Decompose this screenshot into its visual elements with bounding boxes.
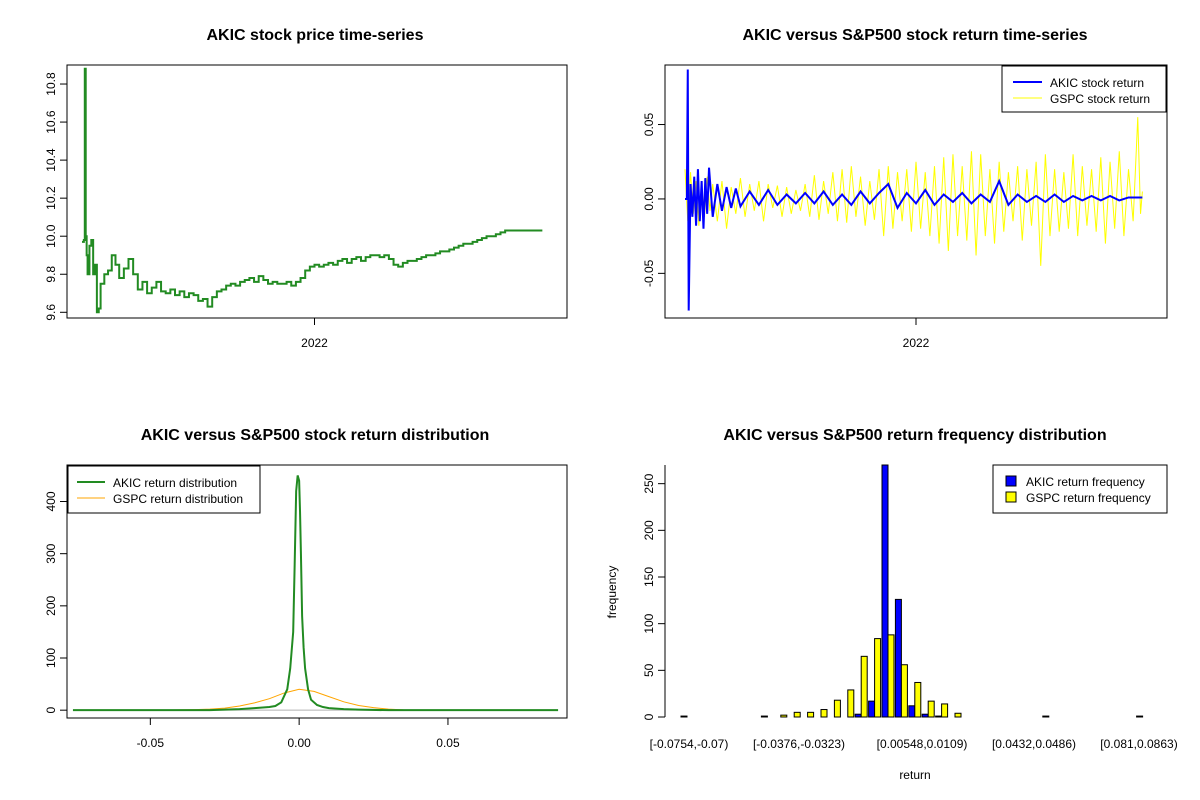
panel4-gspc-bar [914, 681, 922, 718]
panel4-akic-bar [1042, 715, 1050, 718]
panel1-y-axis: 9.6 9.8 10.0 10.2 10.4 10.6 10.8 [44, 72, 68, 321]
panel2-y-tick-label: 0.00 [642, 187, 656, 211]
panel3-y-tick-label: 100 [44, 648, 58, 668]
panel2-title: AKIC versus S&P500 stock return time-ser… [742, 27, 1087, 44]
panel-price-timeseries: AKIC stock price time-series 9.6 9.8 10.0 1… [44, 27, 568, 350]
panel1-title: AKIC stock price time-series [207, 27, 424, 44]
panel4-x-tick-label: [0.081,0.0863) [1100, 737, 1177, 751]
panel4-akic-bar [894, 598, 902, 718]
panel3-x-tick-label: 0.00 [287, 736, 311, 750]
panel4-y-tick-label: 100 [642, 613, 656, 633]
panel4-gspc-bar [847, 689, 855, 718]
panel4-y-axis: 0 50 100 150 200 250 [642, 473, 665, 720]
panel4-akic-bar [760, 715, 768, 718]
panel4-akic-bar [854, 713, 862, 718]
panel2-y-tick-label: -0.05 [642, 259, 656, 287]
panel-frequency-distribution: AKIC versus S&P500 return frequency dist… [605, 427, 1178, 782]
panel3-title: AKIC versus S&P500 stock return distribu… [141, 427, 490, 444]
panel1-y-tick-label: 9.6 [44, 304, 58, 321]
panel4-gspc-bar [954, 712, 962, 718]
panel2-x-tick-label: 2022 [903, 336, 930, 350]
panel3-y-tick-label: 400 [44, 491, 58, 511]
panel4-y-tick-label: 150 [642, 567, 656, 587]
panel2-x-axis: 2022 [903, 318, 930, 350]
panel4-akic-bar [908, 705, 916, 718]
panel4-y-tick-label: 200 [642, 520, 656, 540]
panel3-x-tick-label: 0.05 [436, 736, 460, 750]
panel4-gspc-bar [927, 700, 935, 718]
panel4-y-tick-label: 50 [642, 663, 656, 677]
panel4-akic-bar [680, 715, 688, 718]
panel3-legend-gspc-label: GSPC return distribution [113, 492, 243, 506]
panel4-legend-akic-label: AKIC return frequency [1026, 475, 1145, 489]
panel4-bars [680, 464, 1144, 718]
panel1-y-tick-label: 10.4 [44, 148, 58, 172]
panel2-legend-box [1001, 65, 1167, 113]
panel3-x-tick-label: -0.05 [137, 736, 165, 750]
panel4-gspc-bar [887, 634, 895, 718]
panel4-legend: AKIC return frequency GSPC return freque… [992, 464, 1168, 514]
panel1-y-tick-label: 10.0 [44, 224, 58, 248]
panel4-akic-bar [1136, 715, 1144, 718]
panel4-gspc-bar [820, 709, 828, 718]
panel2-series [684, 69, 1143, 311]
panel1-series [82, 67, 543, 314]
panel4-legend-box [992, 464, 1168, 514]
panel3-legend-akic-label: AKIC return distribution [113, 476, 237, 490]
panel2-y-tick-label: 0.05 [642, 113, 656, 137]
panel4-x-tick-label: [0.0432,0.0486) [992, 737, 1076, 751]
panel4-y-axis-label: frequency [605, 566, 619, 619]
panel4-x-tick-label: [-0.0754,-0.07) [650, 737, 729, 751]
panel4-gspc-bar [780, 714, 788, 718]
panel2-legend: AKIC stock return GSPC stock return [1001, 65, 1167, 113]
panel4-gspc-bar [807, 711, 815, 718]
panel2-legend-akic-label: AKIC stock return [1050, 76, 1144, 90]
panel3-y-axis: 0 100 200 300 400 [44, 491, 68, 714]
panel4-x-tick-label: [0.00548,0.0109) [877, 737, 968, 751]
panel4-title: AKIC versus S&P500 return frequency dist… [723, 427, 1106, 444]
panel1-x-tick-label: 2022 [301, 336, 328, 350]
panel1-y-tick-label: 10.8 [44, 72, 58, 96]
panel4-akic-bar [921, 713, 929, 718]
panel4-gspc-bar [874, 638, 882, 718]
panel2-y-axis: -0.05 0.00 0.05 [642, 113, 666, 287]
panel-return-distribution: AKIC versus S&P500 stock return distribu… [44, 427, 568, 750]
panel-return-timeseries: AKIC versus S&P500 stock return time-ser… [642, 27, 1168, 350]
panel3-y-tick-label: 0 [44, 707, 58, 714]
panel3-x-axis: -0.05 0.00 0.05 [137, 717, 460, 750]
panel3-y-tick-label: 200 [44, 596, 58, 616]
panel4-akic-bar [881, 464, 889, 718]
panel4-akic-bar [868, 700, 876, 718]
panel3-series [72, 475, 559, 712]
panel4-gspc-bar [941, 703, 949, 718]
panel2-gspc-return-line [684, 117, 1143, 266]
panel4-x-axis: [-0.0754,-0.07) [-0.0376,-0.0323) [0.00548… [650, 737, 1178, 751]
panel4-legend-akic-swatch [1005, 475, 1017, 487]
panel4-gspc-bar [860, 655, 868, 718]
panel4-gspc-bar [900, 664, 908, 718]
panel4-y-tick-label: 0 [642, 713, 656, 720]
panel2-akic-return-line [685, 69, 1143, 311]
panel4-gspc-bar [833, 699, 841, 718]
panel4-y-tick-label: 250 [642, 473, 656, 493]
panel4-legend-gspc-swatch [1005, 491, 1017, 503]
panel1-akic-price-line [82, 67, 543, 314]
panel3-y-tick-label: 300 [44, 543, 58, 563]
panel4-gspc-bar [793, 711, 801, 718]
panel3-akic-density-line [72, 475, 559, 712]
panel4-legend-gspc-label: GSPC return frequency [1026, 491, 1151, 505]
panel1-y-tick-label: 10.2 [44, 186, 58, 210]
panel4-x-tick-label: [-0.0376,-0.0323) [753, 737, 845, 751]
panel1-x-axis: 2022 [301, 318, 328, 350]
panel4-x-axis-label: return [899, 768, 930, 782]
panel3-legend: AKIC return distribution GSPC return dis… [67, 465, 261, 514]
panel3-legend-box [67, 465, 261, 514]
panel2-legend-gspc-label: GSPC stock return [1050, 92, 1150, 106]
panel1-y-tick-label: 10.6 [44, 110, 58, 134]
panel1-y-tick-label: 9.8 [44, 266, 58, 283]
panel4-akic-bar [935, 715, 943, 718]
